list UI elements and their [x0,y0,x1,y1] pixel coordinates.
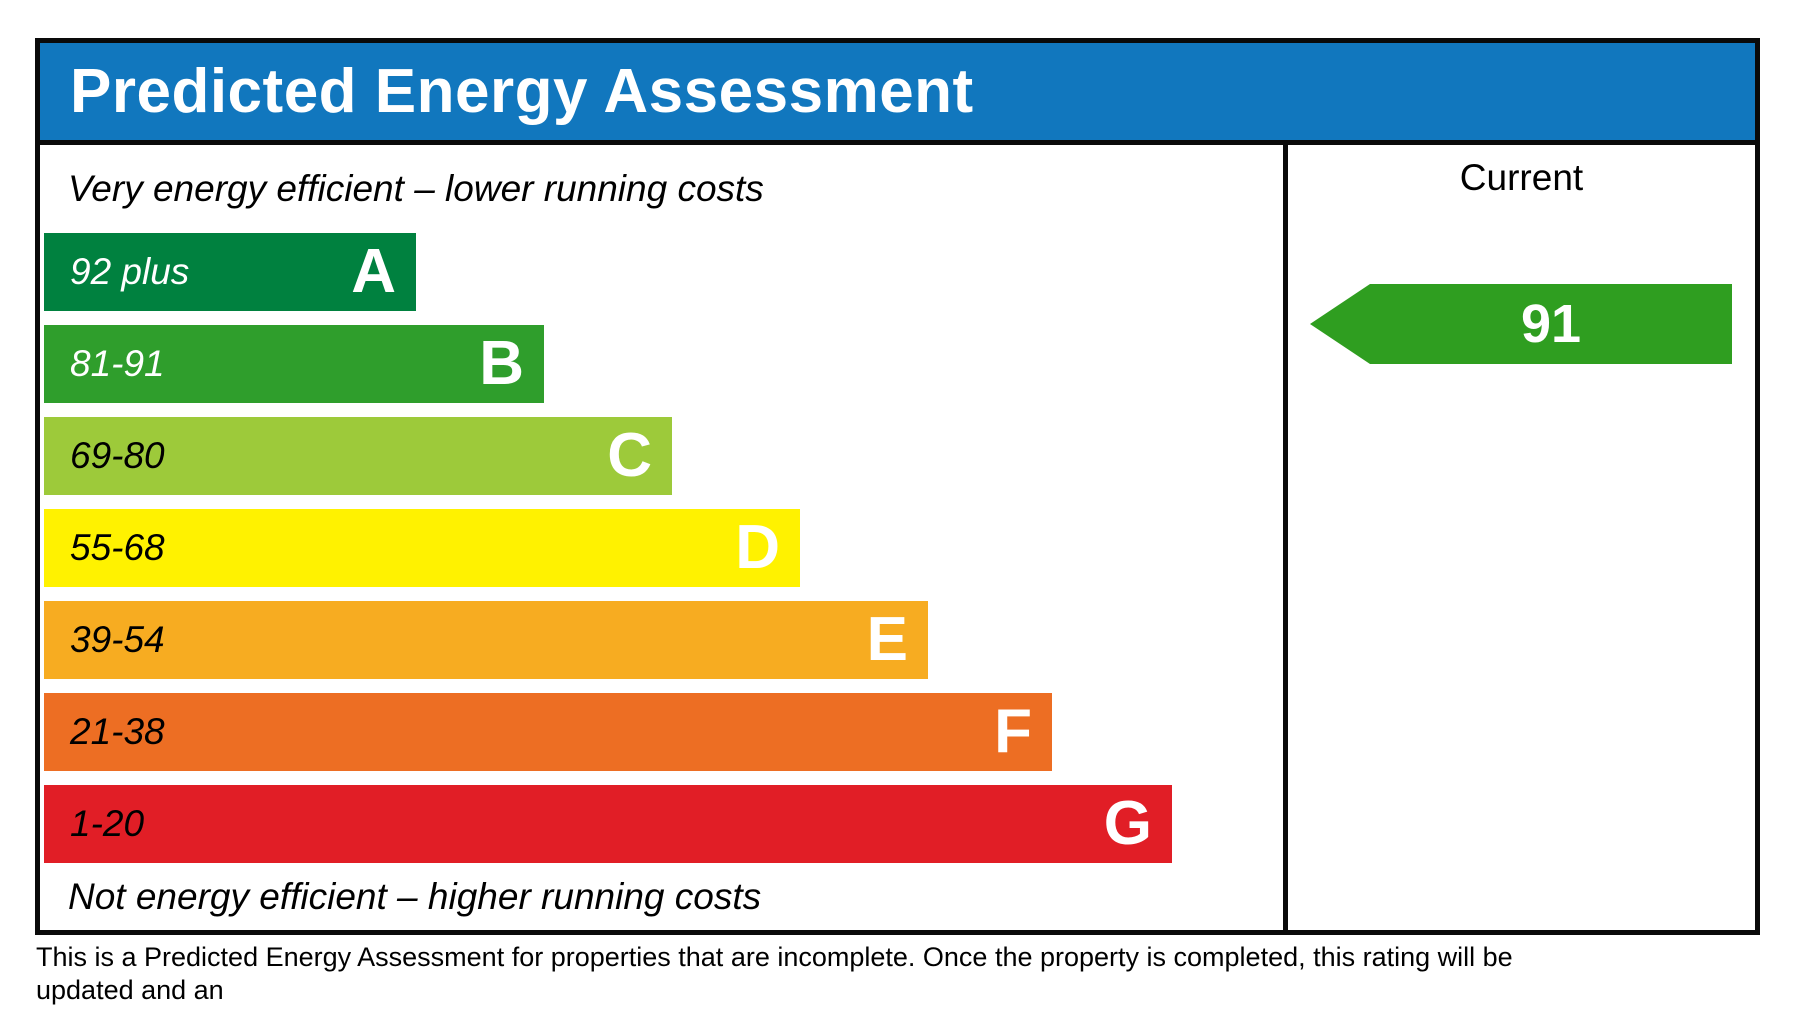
band-range-label: 55-68 [70,527,165,568]
rating-bands: 92 plus A 81-91 B 69-80 C 55-68 D 39-54 E 21-38 F 1-… [40,233,1283,863]
band-range-label: 39-54 [70,619,165,660]
rating-band-b: 81-91 B [44,325,544,403]
rating-band-g: 1-20 G [44,785,1172,863]
current-rating-arrow: 91 [1310,284,1732,364]
current-column-header: Current [1459,157,1584,198]
band-letter: B [479,329,524,398]
top-caption: Very energy efficient – lower running co… [68,168,764,209]
page-title: Predicted Energy Assessment [70,57,974,126]
rating-scale-panel: Very energy efficient – lower running co… [40,145,1283,930]
band-range-label: 92 plus [70,251,190,292]
band-letter: F [994,697,1032,766]
panel-divider [1283,145,1288,930]
band-letter: C [607,421,652,490]
footer-line-1: This is a Predicted Energy Assessment fo… [36,942,1513,1006]
footer-note: This is a Predicted Energy Assessment fo… [36,941,1516,1012]
band-letter: G [1103,789,1152,858]
current-rating-value: 91 [1520,294,1582,354]
band-range-label: 69-80 [70,435,165,476]
current-rating-panel: Current 91 [1288,145,1755,930]
footer-line-2: official Energy Performance Certificate … [36,1007,1516,1012]
bottom-caption: Not energy efficient – higher running co… [68,875,762,917]
band-range-label: 21-38 [70,711,165,752]
band-letter: E [866,605,908,674]
rating-band-c: 69-80 C [44,417,672,495]
band-letter: A [351,237,396,306]
rating-band-d: 55-68 D [44,509,800,587]
chart-header: Predicted Energy Assessment [40,43,1755,145]
rating-band-e: 39-54 E [44,601,928,679]
epc-chart: Predicted Energy Assessment Very energy … [35,38,1760,935]
band-range-label: 1-20 [70,803,145,844]
rating-band-f: 21-38 F [44,693,1052,771]
band-letter: D [735,513,780,582]
rating-band-a: 92 plus A [44,233,416,311]
band-range-label: 81-91 [70,343,165,384]
chart-body: Very energy efficient – lower running co… [40,145,1755,930]
